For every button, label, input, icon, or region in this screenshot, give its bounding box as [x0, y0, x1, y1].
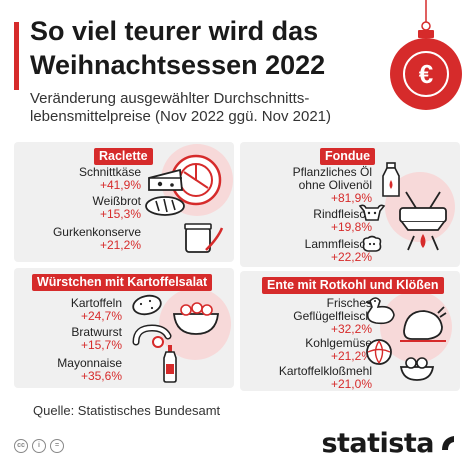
list-item: Weißbrot +15,3%	[93, 195, 141, 221]
list-item: Bratwurst +15,7%	[71, 326, 122, 352]
cabbage-icon	[366, 339, 392, 365]
item-name: Rindfleisch	[313, 207, 372, 221]
item-name-line-1: Frisches	[326, 296, 372, 310]
item-change: +22,2%	[330, 250, 372, 264]
list-item: Kohlgemüse +21,2%	[305, 337, 372, 363]
item-name: Schnittkäse	[78, 165, 141, 179]
subtitle-line-1: Veränderung ausgewählter Durchschnitts-	[30, 90, 310, 107]
list-item: Lammfleisch +22,2%	[305, 238, 372, 264]
mayonnaise-bottle-icon	[163, 345, 177, 383]
item-change: +24,7%	[80, 309, 122, 323]
list-item: Mayonnaise +35,6%	[57, 357, 122, 383]
subtitle-line-2: lebensmittelpreise (Nov 2022 ggü. Nov 20…	[30, 108, 332, 125]
panel-title: Fondue	[320, 148, 376, 165]
list-item: Frisches Geflügelfleisch +32,2%	[293, 297, 372, 336]
sheep-icon	[362, 235, 382, 252]
item-name: Kartoffelkloßmehl	[278, 364, 372, 378]
potato-icon	[132, 294, 162, 316]
panel-title: Ente mit Rotkohl und Klößen	[262, 277, 444, 294]
panel-ente: Ente mit Rotkohl und Klößen Frisches Gef…	[240, 271, 460, 391]
oil-bottle-icon	[382, 162, 400, 197]
no-derivatives-icon[interactable]: =	[50, 439, 64, 453]
item-name: Mayonnaise	[57, 356, 122, 370]
item-name-line-1: Pflanzliches Öl	[292, 165, 372, 179]
bread-icon	[145, 196, 185, 216]
euro-symbol: €	[419, 59, 433, 89]
attribution-icon[interactable]: i	[32, 439, 46, 453]
roast-poultry-icon	[400, 306, 447, 342]
item-name-line-2: Geflügelfleisch	[293, 309, 372, 323]
panel-raclette: Raclette Schnittkäse +41,9% Weißbrot +15…	[14, 142, 234, 262]
list-item: Kartoffeln +24,7%	[71, 297, 122, 323]
sausage-icon	[132, 324, 172, 348]
item-change: +15,3%	[99, 207, 141, 221]
list-item: Kartoffelkloßmehl +21,0%	[279, 365, 372, 391]
item-name: Kartoffeln	[70, 296, 122, 310]
item-name: Lammfleisch	[304, 237, 372, 251]
item-change: +21,0%	[330, 377, 372, 391]
pickle-jar-icon	[184, 223, 224, 253]
item-change: +32,2%	[330, 322, 372, 336]
list-item: Pflanzliches Öl ohne Olivenöl +81,9%	[293, 166, 372, 205]
cow-icon	[358, 204, 386, 221]
dumpling-bowl-icon	[399, 357, 435, 381]
panel-fondue: Fondue Pflanzliches Öl ohne Olivenöl +81…	[240, 142, 460, 267]
title-line-1: So viel teurer wird das	[30, 16, 319, 46]
item-change: +41,9%	[99, 178, 141, 192]
item-name: Weißbrot	[92, 194, 141, 208]
item-name: Bratwurst	[71, 325, 122, 339]
cc-license-icon[interactable]: cc	[14, 439, 28, 453]
christmas-bauble-icon: €	[390, 0, 462, 110]
item-change: +81,9%	[330, 191, 372, 205]
item-change: +15,7%	[80, 338, 122, 352]
source-note: Quelle: Statistisches Bundesamt	[33, 403, 221, 418]
cheese-icon	[148, 168, 183, 191]
page-subtitle: Veränderung ausgewählter Durchschnitts- …	[30, 90, 370, 126]
statista-logo[interactable]: statista	[321, 428, 434, 459]
statista-logo-mark	[442, 436, 454, 450]
item-name-line-2: ohne Olivenöl	[298, 178, 372, 192]
item-change: +35,6%	[80, 369, 122, 383]
title-line-2: Weihnachtsessen 2022	[30, 50, 326, 80]
page-title: So viel teurer wird das Weihnachtsessen …	[30, 14, 370, 82]
fondue-pot-icon	[399, 191, 447, 251]
title-accent-bar	[14, 22, 19, 90]
item-change: +19,8%	[330, 220, 372, 234]
panel-wurst: Würstchen mit Kartoffelsalat Kartoffeln …	[14, 268, 234, 388]
list-item: Gurkenkonserve +21,2%	[53, 226, 141, 252]
item-change: +21,2%	[99, 238, 141, 252]
item-change: +21,2%	[330, 349, 372, 363]
panel-title: Raclette	[94, 148, 153, 165]
salad-bowl-icon	[173, 302, 219, 335]
list-item: Rindfleisch +19,8%	[313, 208, 372, 234]
list-item: Schnittkäse +41,9%	[79, 166, 141, 192]
item-name: Kohlgemüse	[305, 336, 372, 350]
duck-icon	[365, 297, 395, 325]
item-name: Gurkenkonserve	[52, 225, 141, 239]
panel-title: Würstchen mit Kartoffelsalat	[32, 274, 213, 291]
